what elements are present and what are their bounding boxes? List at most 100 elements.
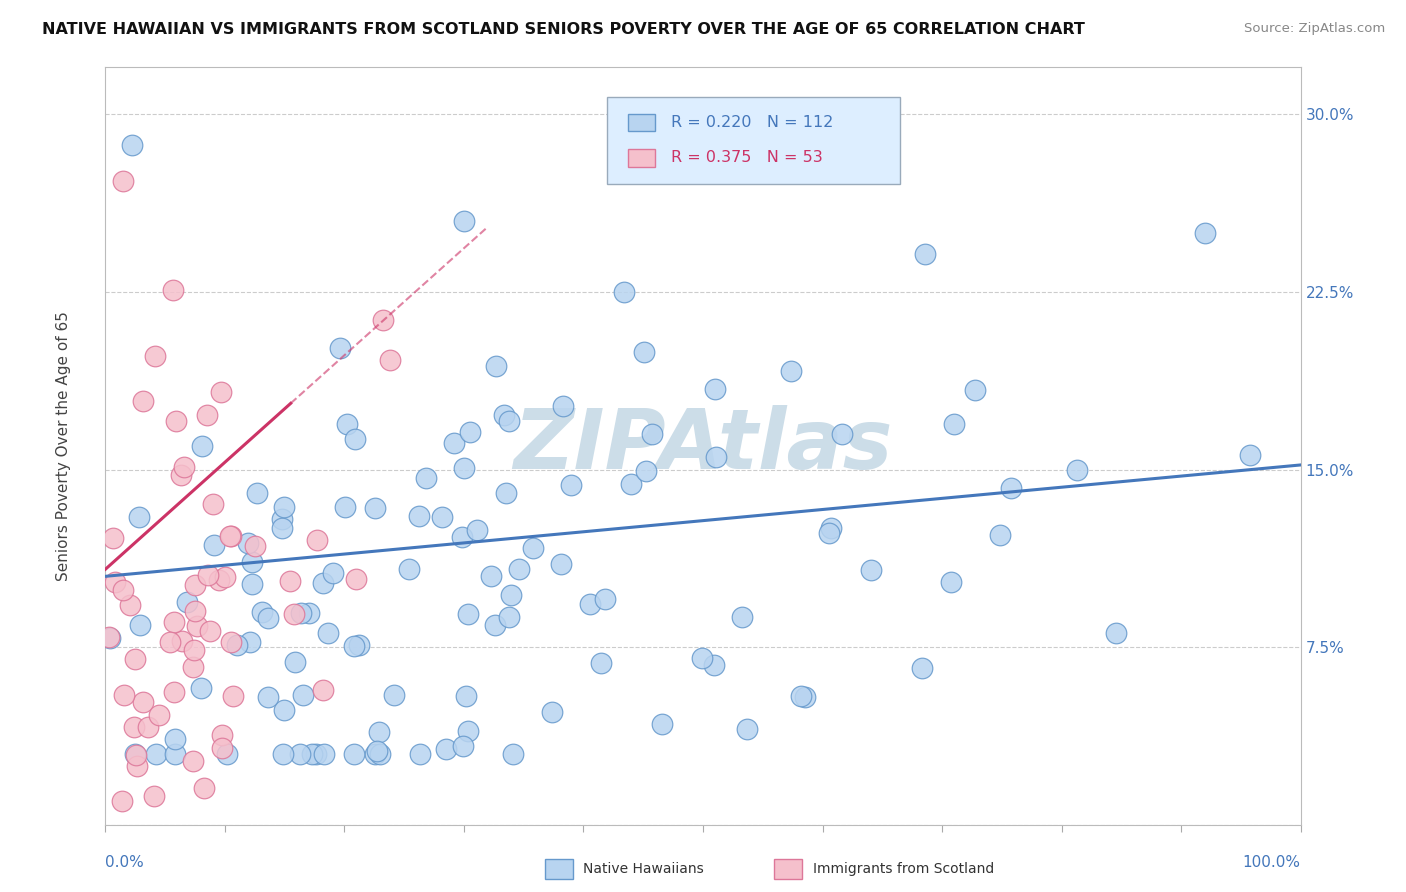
Point bbox=[131, 695, 153, 709]
Text: Native Hawaiians: Native Hawaiians bbox=[583, 862, 704, 876]
Point bbox=[939, 574, 962, 589]
Point bbox=[218, 528, 240, 542]
Point bbox=[434, 742, 457, 756]
Point bbox=[735, 723, 758, 737]
Point bbox=[211, 728, 233, 742]
Point bbox=[121, 138, 143, 153]
Point bbox=[408, 508, 430, 523]
Point bbox=[112, 688, 135, 702]
Point bbox=[382, 688, 405, 702]
Text: R = 0.220   N = 112: R = 0.220 N = 112 bbox=[671, 115, 834, 129]
Point bbox=[316, 626, 339, 640]
Point bbox=[453, 214, 475, 228]
Point bbox=[97, 630, 120, 644]
Point bbox=[305, 747, 328, 761]
Point bbox=[914, 247, 936, 261]
Point bbox=[457, 607, 479, 622]
Point bbox=[246, 485, 269, 500]
Point bbox=[191, 439, 214, 453]
Point bbox=[366, 743, 388, 757]
Point bbox=[859, 563, 882, 577]
Point bbox=[145, 747, 167, 761]
Point bbox=[124, 747, 146, 762]
Point bbox=[560, 478, 582, 492]
Point bbox=[122, 720, 145, 734]
Point bbox=[103, 531, 125, 545]
Point bbox=[336, 417, 359, 431]
Point bbox=[910, 661, 932, 675]
Point bbox=[138, 720, 160, 734]
Point bbox=[343, 747, 366, 761]
Point bbox=[292, 688, 315, 702]
Point bbox=[344, 572, 367, 586]
Point bbox=[183, 660, 205, 674]
Text: 100.0%: 100.0% bbox=[1243, 855, 1301, 870]
Point bbox=[301, 747, 323, 761]
Point bbox=[271, 512, 294, 526]
Point bbox=[498, 414, 520, 428]
Point bbox=[165, 414, 187, 428]
Point bbox=[398, 562, 420, 576]
Point bbox=[347, 638, 370, 652]
Point bbox=[240, 577, 263, 591]
Point bbox=[202, 538, 225, 552]
Point bbox=[620, 477, 643, 491]
Point bbox=[703, 657, 725, 672]
Point bbox=[159, 634, 181, 648]
Text: 0.0%: 0.0% bbox=[105, 855, 145, 870]
Point bbox=[284, 656, 307, 670]
Point bbox=[186, 619, 208, 633]
Point bbox=[579, 597, 602, 611]
Point bbox=[132, 394, 155, 409]
Point bbox=[273, 500, 295, 514]
Point bbox=[988, 528, 1011, 542]
Point bbox=[780, 364, 803, 378]
Point bbox=[256, 611, 278, 625]
Point bbox=[273, 703, 295, 717]
Point bbox=[170, 468, 193, 483]
Point bbox=[1000, 481, 1022, 495]
Point bbox=[195, 409, 218, 423]
FancyBboxPatch shape bbox=[607, 97, 900, 185]
Point bbox=[370, 747, 392, 761]
Point bbox=[633, 344, 655, 359]
Point bbox=[298, 606, 321, 620]
Point bbox=[502, 747, 524, 761]
Text: R = 0.375   N = 53: R = 0.375 N = 53 bbox=[671, 151, 823, 165]
Point bbox=[790, 689, 813, 703]
Point bbox=[208, 573, 231, 587]
Point bbox=[443, 436, 465, 450]
Point bbox=[257, 690, 280, 704]
Point bbox=[498, 610, 520, 624]
Point bbox=[240, 555, 263, 569]
Point bbox=[124, 747, 146, 761]
Text: Seniors Poverty Over the Age of 65: Seniors Poverty Over the Age of 65 bbox=[56, 311, 70, 581]
Point bbox=[148, 708, 170, 723]
Point bbox=[125, 758, 148, 772]
Point bbox=[217, 747, 239, 761]
Point bbox=[550, 558, 572, 572]
Point bbox=[112, 173, 135, 188]
Point bbox=[322, 566, 344, 581]
Point bbox=[343, 639, 366, 653]
Point bbox=[219, 634, 242, 648]
Point bbox=[415, 471, 437, 485]
Point bbox=[221, 690, 243, 704]
Point bbox=[484, 617, 506, 632]
Point bbox=[1105, 625, 1128, 640]
Point bbox=[1194, 226, 1216, 240]
Point bbox=[522, 541, 544, 555]
Point bbox=[451, 739, 474, 754]
Point bbox=[690, 651, 713, 665]
Point bbox=[183, 642, 205, 657]
Point bbox=[593, 592, 616, 607]
Point bbox=[163, 747, 186, 761]
Text: Immigrants from Scotland: Immigrants from Scotland bbox=[813, 862, 994, 876]
Point bbox=[201, 497, 224, 511]
Point bbox=[104, 574, 127, 589]
Point bbox=[380, 353, 402, 368]
Point bbox=[508, 562, 530, 576]
Point bbox=[288, 747, 311, 761]
Point bbox=[591, 656, 613, 670]
Point bbox=[198, 624, 221, 639]
